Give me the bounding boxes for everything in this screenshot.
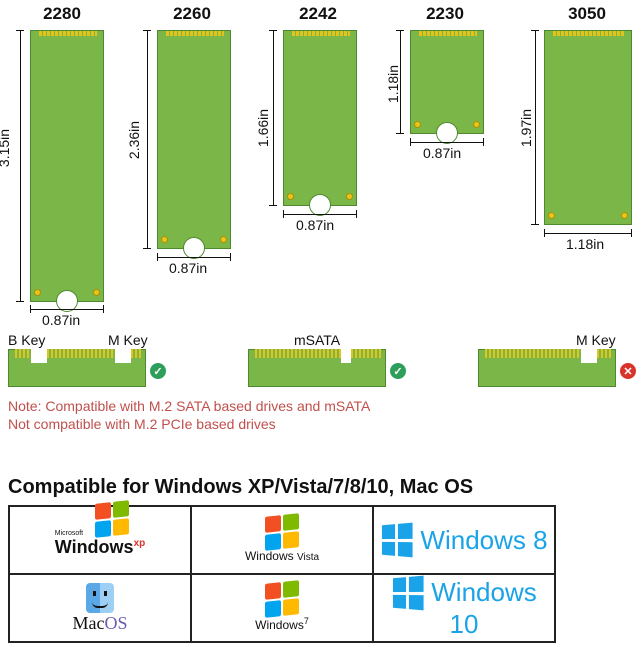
width-label-2242: 0.87in [296,217,335,233]
mount-hole [309,194,331,216]
width-label-2230: 0.87in [423,145,462,161]
card-2230 [410,30,484,144]
os-cell-windows-7: Windows7 [190,573,374,643]
windows-vista-logo: Windows Vista [245,513,319,563]
card-2242 [283,30,357,216]
size-title-2280: 2280 [43,4,81,23]
incompatible-cross-icon: ✕ [620,363,636,379]
msata-label: mSATA [294,332,341,348]
os-logo-table: Microsoft Windowsxp Windows Vista Window… [8,500,556,643]
mac-os-logo: MacOS [73,582,128,634]
os-cell-windows-xp: Microsoft Windowsxp [8,500,192,575]
compat-title: Compatible for Windows XP/Vista/7/8/10, … [8,476,474,498]
os-cell-windows-8: Windows 8 [372,505,556,575]
mac-finder-icon [86,582,114,613]
connector-m-key [478,349,616,387]
length-label-2280: 3.15in [0,128,12,168]
compatible-check-icon: ✓ [150,363,166,379]
size-title-2242: 2242 [299,4,337,23]
m-key-label-left: M Key [108,332,148,348]
length-label-2260: 2.36in [126,120,142,160]
connector-msata [248,349,386,387]
width-label-3050: 1.18in [566,236,605,252]
card-3050 [544,30,632,225]
windows-xp-logo: Microsoft Windowsxp [55,500,145,558]
length-label-2242: 1.66in [255,108,271,148]
m-key-label-right: M Key [576,332,616,348]
compatible-check-icon: ✓ [390,363,406,379]
windows-7-logo: Windows7 [255,580,309,632]
mount-hole [183,237,205,259]
connector-b-m-key [8,349,146,387]
length-label-3050: 1.97in [518,108,534,148]
note-incompatible: Not compatible with M.2 PCIe based drive… [8,416,276,432]
card-2280 [30,30,104,312]
windows-flag-icon [94,500,129,538]
mount-hole [436,122,458,144]
card-2260 [157,30,231,259]
os-cell-windows-vista: Windows Vista [190,505,374,575]
os-cell-mac-os: MacOS [8,573,192,643]
windows-flag-icon [265,513,299,551]
size-title-3050: 3050 [568,4,606,23]
width-label-2260: 0.87in [169,260,208,276]
size-title-2260: 2260 [173,4,211,23]
size-title-2230: 2230 [426,4,464,23]
length-label-2230: 1.18in [385,64,401,104]
windows-8-icon [382,522,414,558]
note-compatible: Note: Compatible with M.2 SATA based dri… [8,398,371,414]
width-label-2280: 0.87in [42,312,81,328]
windows-10-icon [393,575,424,610]
mount-hole [56,290,78,312]
os-cell-windows-10: Windows 10 [372,573,556,643]
b-key-label: B Key [8,332,46,348]
windows-flag-icon [264,580,299,618]
